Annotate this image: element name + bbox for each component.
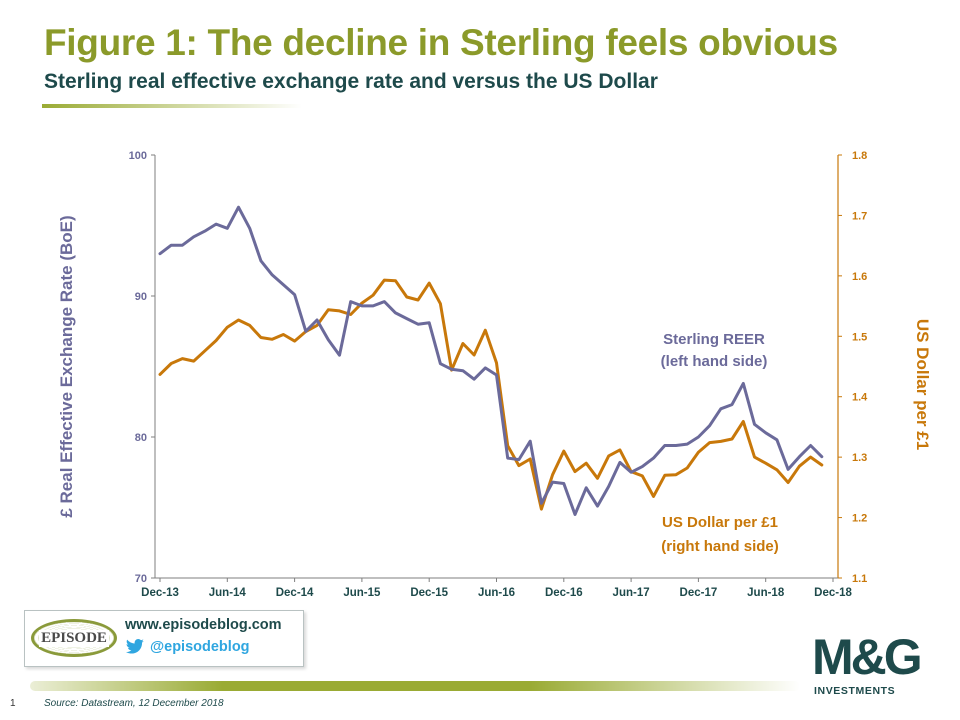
- x-tick-label: Dec-13: [141, 587, 179, 599]
- series-line-sterling-reer: [158, 205, 824, 516]
- x-tick-label: Dec-15: [410, 587, 448, 599]
- mg-investments-text: INVESTMENTS: [814, 685, 896, 697]
- figure-subtitle: Sterling real effective exchange rate an…: [44, 70, 658, 93]
- right-tick-label: 1.2: [852, 513, 867, 525]
- x-tick-label: Jun-18: [747, 587, 785, 599]
- x-tick-label: Dec-16: [545, 587, 583, 599]
- right-tick-label: 1.3: [852, 452, 867, 464]
- twitter-link[interactable]: @episodeblog: [125, 639, 250, 655]
- twitter-handle: @episodeblog: [150, 639, 250, 655]
- source-note: Source: Datastream, 12 December 2018: [44, 698, 224, 709]
- right-axis-title: US Dollar per £1: [913, 319, 932, 450]
- right-tick-label: 1.7: [852, 210, 867, 222]
- right-tick-label: 1.1: [852, 573, 867, 585]
- x-tick-label: Jun-14: [209, 587, 247, 599]
- right-tick-label: 1.4: [852, 392, 868, 404]
- website-link[interactable]: www.episodeblog.com: [125, 617, 282, 633]
- right-tick-label: 1.6: [852, 271, 867, 283]
- blog-link-box[interactable]: EPISODE www.episodeblog.com @episodeblog: [24, 610, 304, 667]
- left-tick-label: 80: [135, 432, 147, 444]
- usd-annotation-line2: (right hand side): [661, 538, 779, 555]
- reer-annotation-line1: Sterling REER: [663, 331, 765, 348]
- episode-logo: EPISODE: [31, 619, 117, 657]
- figure-title: Figure 1: The decline in Sterling feels …: [44, 22, 838, 63]
- usd-annotation-line1: US Dollar per £1: [662, 514, 778, 531]
- footer-brush-stroke: [30, 681, 800, 691]
- series-line-usd-per-gbp: [158, 278, 824, 511]
- page-number: 1: [10, 698, 16, 709]
- right-tick-label: 1.5: [852, 331, 867, 343]
- x-tick-label: Jun-16: [478, 587, 515, 599]
- title-underline: [42, 104, 302, 108]
- x-tick-label: Jun-15: [343, 587, 381, 599]
- reer-annotation-line2: (left hand side): [661, 353, 768, 370]
- x-tick-label: Dec-18: [814, 587, 852, 599]
- mg-logo: M&G: [812, 629, 923, 685]
- left-axis-title: £ Real Effective Exchange Rate (BoE): [57, 215, 76, 517]
- exchange-rate-chart: 70 80 90 100 1.1 1.2 1.3 1.4 1.5 1.6 1.7 1.8 Dec-13 J…: [57, 150, 932, 599]
- episode-logo-text: EPISODE: [39, 629, 109, 647]
- x-tick-label: Dec-14: [276, 587, 314, 599]
- x-tick-label: Jun-17: [613, 587, 650, 599]
- right-tick-label: 1.8: [852, 150, 867, 162]
- twitter-bird-icon: [125, 639, 144, 654]
- left-tick-label: 90: [135, 291, 147, 303]
- left-tick-label: 100: [129, 150, 147, 162]
- left-tick-label: 70: [135, 573, 147, 585]
- x-tick-label: Dec-17: [680, 587, 718, 599]
